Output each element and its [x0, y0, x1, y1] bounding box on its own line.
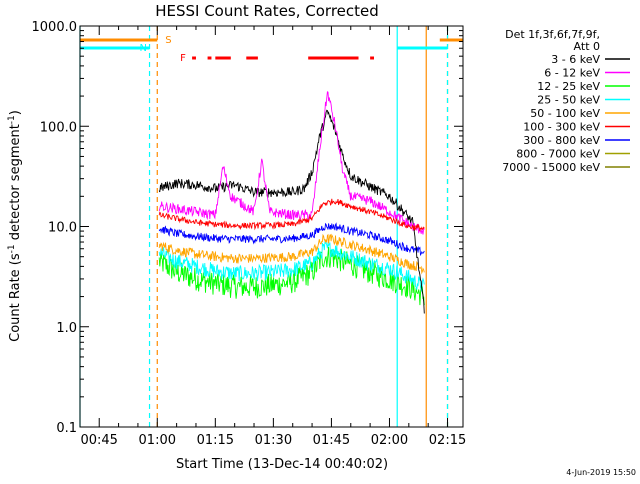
y-tick-label: 10.0 [48, 221, 77, 236]
x-tick-label: 01:45 [313, 433, 350, 448]
state-bar-label: N [140, 43, 147, 54]
legend-title: Att 0 [574, 40, 600, 53]
legend-label: 25 - 50 keV [537, 94, 600, 107]
legend-title: Det 1f,3f,6f,7f,9f, [505, 28, 600, 41]
series-line [158, 233, 425, 275]
x-tick-label: 02:15 [429, 433, 466, 448]
y-axis-label-part: Count Rate (s [8, 253, 23, 342]
axes-layer: 1000.0 100.0 10.0 1.0 0.100:45 01:00 01:15 01:3… [32, 20, 467, 448]
series-line [158, 91, 425, 235]
y-axis-label-part: detector segment [8, 124, 23, 244]
y-tick-label: 0.1 [56, 421, 77, 436]
x-tick-label: 01:30 [255, 433, 292, 448]
legend-label: 800 - 7000 keV [516, 148, 600, 161]
legend-label: 100 - 300 keV [523, 121, 600, 134]
date-stamp: 4-Jun-2019 15:50 [566, 468, 636, 477]
x-tick-label: 01:15 [197, 433, 234, 448]
x-axis-label: Start Time (13-Dec-14 00:40:02) [176, 457, 388, 472]
chart-title: HESSI Count Rates, Corrected [155, 2, 379, 20]
legend-label: 12 - 25 keV [537, 80, 600, 93]
x-tick-label: 02:00 [371, 433, 408, 448]
legend-label: 50 - 100 keV [530, 107, 600, 120]
series-line [158, 109, 425, 314]
legend-label: 6 - 12 keV [544, 67, 600, 80]
legend-label: 3 - 6 keV [551, 53, 600, 66]
state-bar-label: F [180, 53, 186, 64]
state-bar-label: S [165, 35, 171, 46]
y-axis-label: Count Rate (s-1 detector segment-1) [7, 110, 23, 342]
attenuator-bars-layer: S N F [80, 35, 463, 64]
y-tick-label: 1.0 [56, 321, 77, 336]
y-tick-label: 1000.0 [32, 20, 78, 35]
series-layer [158, 91, 425, 314]
legend-label: 300 - 800 keV [523, 134, 600, 147]
series-line [158, 222, 425, 257]
y-tick-label: 100.0 [40, 120, 77, 135]
y-axis-label-exponent: -1 [7, 244, 17, 253]
series-line [158, 240, 425, 293]
series-line [158, 246, 425, 306]
series-line [158, 198, 425, 232]
y-axis-label-exponent: -1 [7, 115, 17, 124]
x-tick-label: 01:00 [139, 433, 176, 448]
y-axis-label-part: ) [8, 110, 23, 115]
x-tick-label: 00:45 [80, 433, 117, 448]
legend-label: 7000 - 15000 keV [502, 161, 600, 174]
